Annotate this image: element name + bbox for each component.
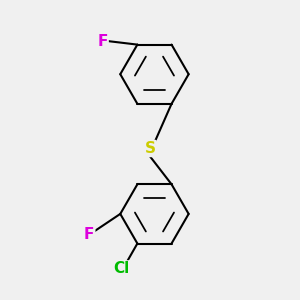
Text: F: F (97, 34, 108, 49)
Text: Cl: Cl (114, 261, 130, 276)
Text: S: S (145, 141, 155, 156)
Text: F: F (84, 227, 94, 242)
